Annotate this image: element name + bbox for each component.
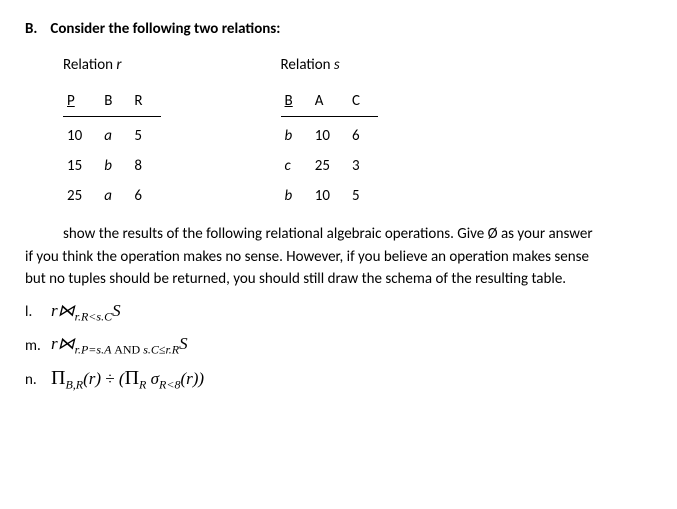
q-expr-l: r⋈r.R<s.CS (51, 301, 121, 324)
question-l: l. r⋈r.R<s.CS (25, 301, 652, 324)
table-cell: 6 (130, 177, 160, 207)
table-cell: b (100, 147, 130, 177)
table-cell: c (281, 147, 311, 177)
table-cell: a (100, 177, 130, 207)
table-row: b105 (281, 177, 378, 207)
table-header: C (348, 88, 378, 117)
table-row: c253 (281, 147, 378, 177)
table-cell: 3 (348, 147, 378, 177)
table-cell: b (281, 177, 311, 207)
table-cell: 25 (311, 147, 348, 177)
section-header: B. Consider the following two relations: (25, 20, 652, 38)
relation-s-var: s (334, 56, 340, 74)
table-header: B (100, 88, 130, 117)
relation-r-title: Relation r (63, 56, 161, 74)
q-letter-m: m. (25, 337, 51, 355)
q-expr-n: ΠB,R(r) ÷ (ΠR σR<8(r)) (51, 367, 204, 392)
section-letter: B. (25, 20, 47, 38)
instr-line1: show the results of the following relati… (63, 225, 593, 243)
instructions-text: show the results of the following relati… (25, 223, 652, 291)
relations-container: Relation r PBR 10a515b825a6 Relation s B… (63, 56, 652, 207)
table-header: R (130, 88, 160, 117)
table-row: 10a5 (63, 117, 161, 148)
table-cell: 10 (311, 177, 348, 207)
section-title: Consider the following two relations: (50, 20, 280, 38)
table-cell: 5 (130, 117, 160, 148)
q-letter-l: l. (25, 303, 51, 321)
relation-s-title: Relation s (281, 56, 378, 74)
question-m: m. r⋈r.P=s.A AND s.C≤r.RS (25, 334, 652, 357)
table-row: b106 (281, 117, 378, 148)
table-cell: 5 (348, 177, 378, 207)
relation-s-prefix: Relation (281, 56, 334, 74)
table-cell: 10 (63, 117, 100, 148)
table-cell: b (281, 117, 311, 148)
table-cell: 15 (63, 147, 100, 177)
table-cell: 25 (63, 177, 100, 207)
table-cell: 6 (348, 117, 378, 148)
table-cell: a (100, 117, 130, 148)
table-row: 25a6 (63, 177, 161, 207)
relation-r-block: Relation r PBR 10a515b825a6 (63, 56, 161, 207)
table-cell: 8 (130, 147, 160, 177)
q-expr-m: r⋈r.P=s.A AND s.C≤r.RS (51, 334, 188, 357)
question-n: n. ΠB,R(r) ÷ (ΠR σR<8(r)) (25, 367, 652, 392)
table-row: 15b8 (63, 147, 161, 177)
table-header: A (311, 88, 348, 117)
relation-r-var: r (116, 56, 121, 74)
q-letter-n: n. (25, 371, 51, 389)
relation-s-block: Relation s BAC b106c253b105 (281, 56, 378, 207)
table-header: P (63, 88, 100, 117)
relation-r-prefix: Relation (63, 56, 116, 74)
instr-line3: but no tuples should be returned, you sh… (25, 270, 566, 288)
instr-line2: if you think the operation makes no sens… (25, 248, 589, 266)
relation-s-table: BAC b106c253b105 (281, 88, 378, 207)
table-cell: 10 (311, 117, 348, 148)
table-header: B (281, 88, 311, 117)
questions-list: l. r⋈r.R<s.CS m. r⋈r.P=s.A AND s.C≤r.RS … (25, 301, 652, 393)
relation-r-table: PBR 10a515b825a6 (63, 88, 161, 207)
